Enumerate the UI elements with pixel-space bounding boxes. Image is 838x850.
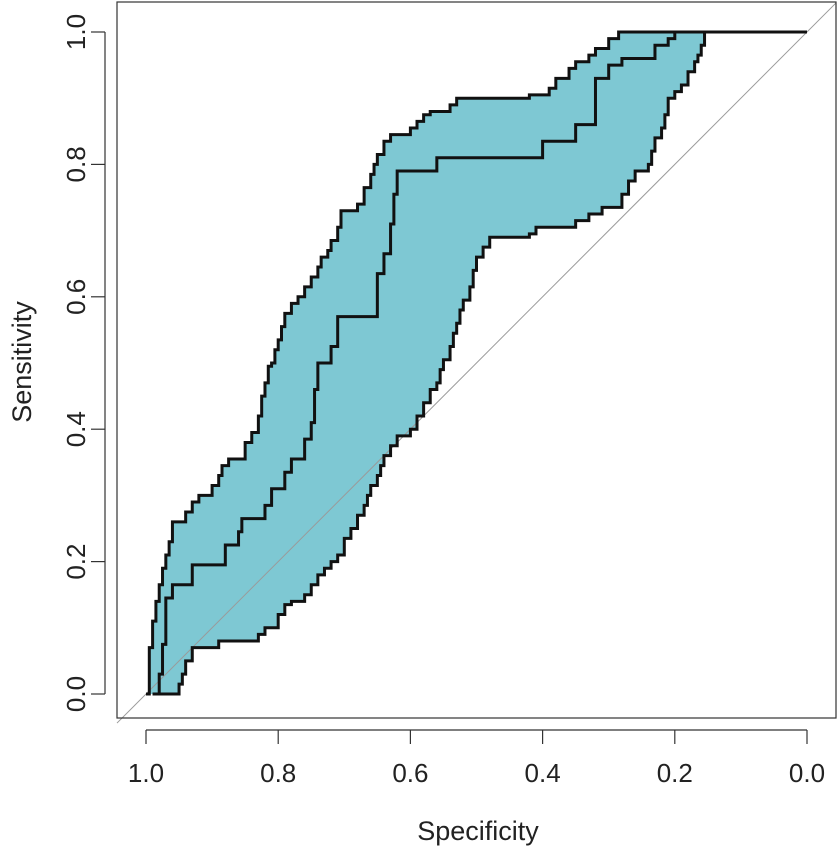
x-tick-label: 0.0 bbox=[789, 758, 825, 788]
x-tick-label: 0.6 bbox=[392, 758, 428, 788]
x-tick-label: 0.8 bbox=[260, 758, 296, 788]
y-axis-title: Sensitivity bbox=[7, 301, 37, 423]
y-tick-label: 0.0 bbox=[61, 676, 91, 712]
ci-upper-line bbox=[146, 30, 807, 696]
ci-lower-line bbox=[152, 30, 807, 696]
y-tick-label: 0.2 bbox=[61, 544, 91, 580]
y-tick-label: 0.8 bbox=[61, 146, 91, 182]
y-axis: 0.0 0.2 0.4 0.6 0.8 1.0 bbox=[61, 14, 106, 712]
plot-frame bbox=[116, 1, 837, 719]
y-tick-label: 0.6 bbox=[61, 279, 91, 315]
roc-curve-line bbox=[152, 30, 807, 696]
x-tick-label: 0.2 bbox=[657, 758, 693, 788]
reference-diagonal-layer bbox=[116, 2, 837, 724]
x-tick-label: 0.4 bbox=[525, 758, 561, 788]
reference-diagonal bbox=[116, 2, 837, 724]
x-tick-label: 1.0 bbox=[128, 758, 164, 788]
x-axis-title: Specificity bbox=[417, 816, 539, 846]
y-tick-label: 1.0 bbox=[61, 14, 91, 50]
curve-lines-layer bbox=[146, 30, 807, 696]
y-tick-label: 0.4 bbox=[61, 411, 91, 447]
x-axis: 1.0 0.8 0.6 0.4 0.2 0.0 bbox=[128, 729, 825, 788]
